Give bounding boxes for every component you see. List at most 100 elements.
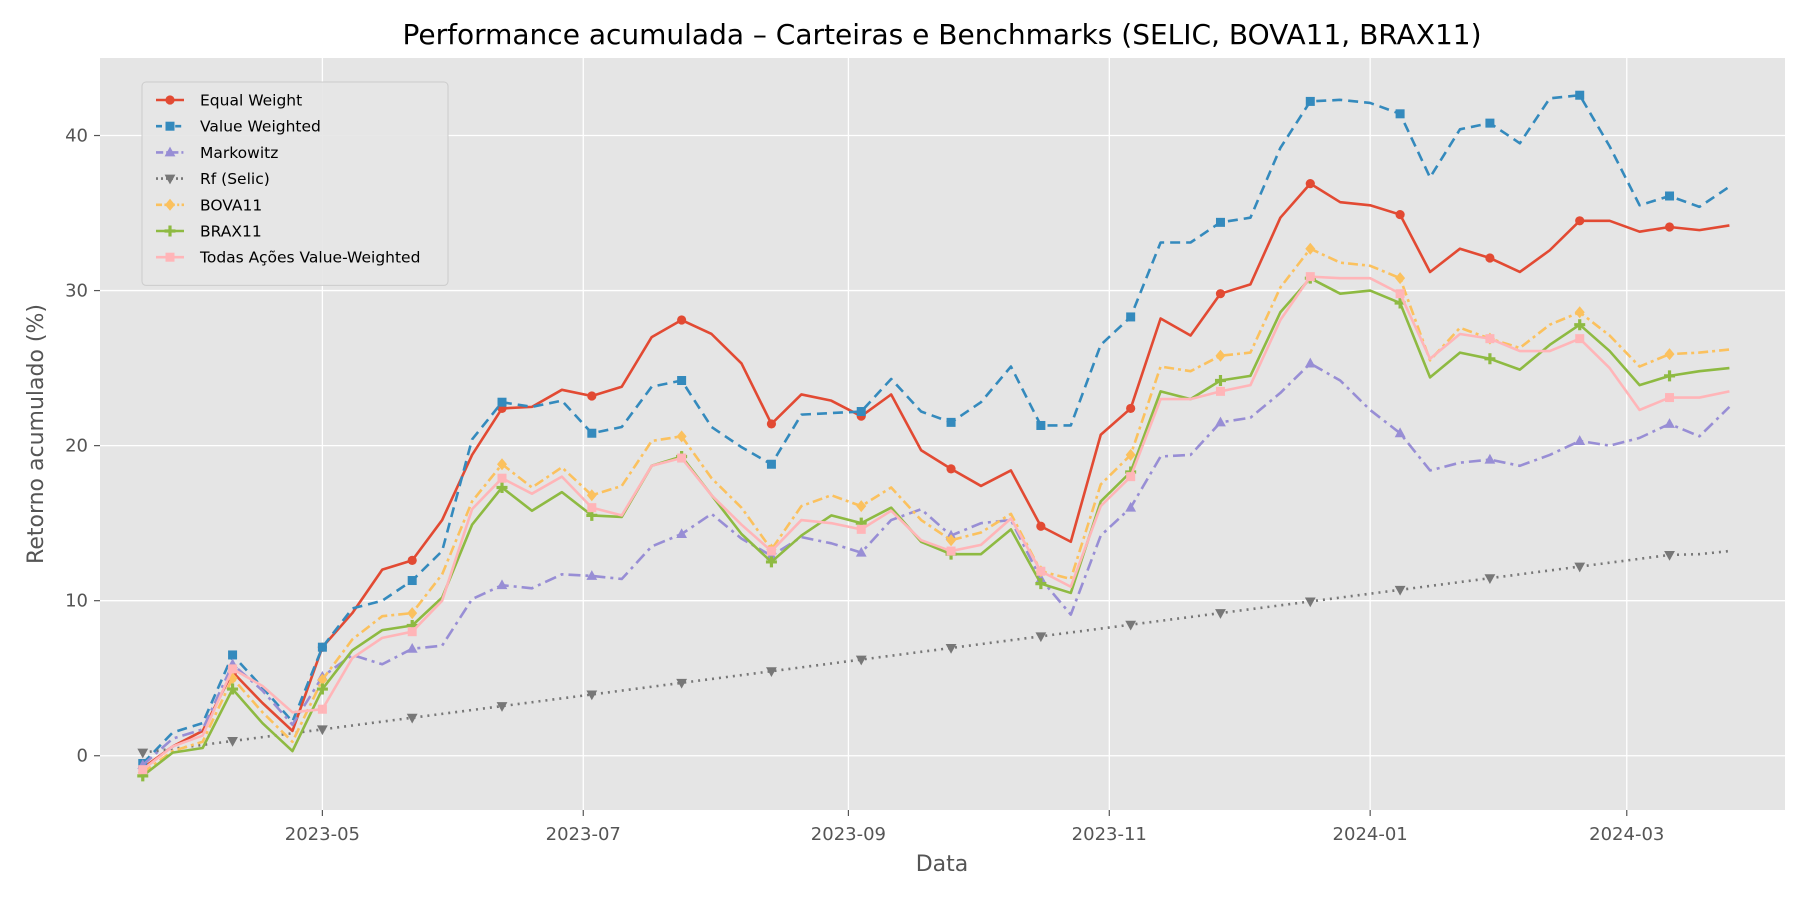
data-point-todas-acoes-value-weighted	[946, 546, 956, 556]
x-axis-ticks: 2023-05 2023-07 2023-09 2023-11 2024-01 2024-…	[285, 810, 1664, 845]
gridlines	[100, 58, 1785, 810]
data-point-bova11	[317, 673, 328, 686]
legend-frame	[141, 81, 449, 286]
data-point-value-weighted	[317, 642, 327, 652]
data-point-markowitz	[1215, 416, 1226, 427]
data-point-equal-weight	[1395, 210, 1405, 220]
data-point-markowitz	[406, 642, 418, 653]
data-point-markowitz	[676, 528, 688, 539]
data-point-markowitz	[1125, 501, 1137, 512]
data-point-brax11	[1484, 353, 1496, 365]
series-layer	[137, 90, 1731, 782]
data-point-equal-weight	[1036, 521, 1046, 531]
data-point-markowitz	[855, 546, 867, 557]
chart-title: Performance acumulada – Carteiras e Benc…	[402, 18, 1481, 51]
data-point-value-weighted	[1665, 191, 1675, 201]
data-point-todas-acoes-value-weighted	[1575, 334, 1585, 344]
data-point-equal-weight	[407, 555, 417, 565]
series-line-markowitz	[141, 362, 1731, 767]
x-tick-label: 2024-01	[1333, 824, 1408, 845]
data-point-equal-weight	[1126, 403, 1136, 414]
legend-item: Markowitz	[156, 144, 278, 162]
data-point-todas-acoes-value-weighted	[138, 765, 148, 775]
data-point-markowitz	[1304, 357, 1316, 368]
y-axis-label: Retorno acumulado (%)	[24, 304, 49, 564]
data-point-value-weighted	[1395, 109, 1405, 119]
series-line-todas-acoes-value-weighted	[141, 275, 1730, 771]
legend-marker	[165, 95, 175, 105]
series-rf-selic	[137, 549, 1730, 759]
data-point-brax11	[1574, 319, 1586, 331]
data-point-value-weighted	[677, 376, 687, 386]
x-axis-label: Data	[916, 852, 969, 877]
data-point-markowitz	[1664, 418, 1675, 428]
data-point-rf-selic	[1394, 585, 1406, 596]
data-point-todas-acoes-value-weighted	[1036, 566, 1046, 576]
legend-label: Equal Weight	[200, 92, 302, 110]
data-point-value-weighted	[228, 650, 238, 660]
data-point-brax11	[316, 683, 328, 695]
y-tick-label: 10	[65, 591, 88, 612]
data-point-equal-weight	[1664, 222, 1675, 232]
legend-item: BRAX11	[156, 223, 262, 241]
legend-item: Value Weighted	[156, 118, 321, 136]
data-point-todas-acoes-value-weighted	[1215, 386, 1225, 396]
legend-label: BRAX11	[200, 223, 262, 241]
series-line-equal-weight	[142, 182, 1730, 770]
legend-label: Markowitz	[200, 144, 278, 162]
data-point-todas-acoes-value-weighted	[1485, 334, 1495, 344]
legend-item: Rf (Selic)	[156, 170, 270, 188]
data-point-markowitz	[1394, 427, 1406, 438]
data-point-value-weighted	[587, 428, 597, 438]
data-point-todas-acoes-value-weighted	[228, 664, 238, 674]
data-point-value-weighted	[407, 576, 417, 586]
data-point-bova11	[1574, 306, 1585, 319]
data-point-value-weighted	[1215, 217, 1225, 227]
data-point-todas-acoes-value-weighted	[766, 546, 776, 556]
data-point-bova11	[497, 458, 508, 471]
legend-marker	[165, 121, 175, 131]
data-point-equal-weight	[1305, 178, 1315, 189]
legend-label: Value Weighted	[200, 118, 321, 136]
data-point-rf-selic	[1035, 632, 1047, 643]
data-point-bova11	[856, 500, 867, 513]
data-point-equal-weight	[1215, 289, 1226, 299]
series-todas-acoes-value-weighted	[138, 272, 1730, 775]
data-point-bova11	[407, 607, 418, 620]
data-point-rf-selic	[855, 655, 867, 666]
data-point-todas-acoes-value-weighted	[1665, 393, 1675, 403]
data-point-equal-weight	[587, 391, 597, 401]
data-point-value-weighted	[1126, 312, 1136, 322]
data-point-rf-selic	[1125, 620, 1137, 631]
data-point-rf-selic	[1304, 597, 1316, 608]
data-point-rf-selic	[137, 748, 149, 759]
data-point-value-weighted	[1575, 90, 1585, 100]
data-point-rf-selic	[227, 737, 238, 747]
data-point-equal-weight	[766, 419, 777, 429]
data-point-todas-acoes-value-weighted	[1126, 472, 1136, 482]
data-point-brax11	[765, 556, 777, 568]
data-point-value-weighted	[1036, 420, 1046, 430]
data-point-equal-weight	[946, 464, 956, 474]
legend-item: BOVA11	[156, 196, 262, 214]
data-point-brax11	[227, 683, 239, 695]
data-point-value-weighted	[946, 417, 956, 427]
data-point-rf-selic	[945, 643, 957, 654]
data-point-bova11	[1395, 272, 1406, 285]
y-axis-ticks: 0 10 20 30 40	[65, 126, 100, 767]
legend-marker	[164, 174, 176, 185]
data-point-bova11	[676, 430, 687, 443]
data-point-rf-selic	[1215, 609, 1226, 619]
legend-item: Todas Ações Value-Weighted	[156, 249, 420, 267]
x-tick-label: 2023-11	[1072, 824, 1147, 845]
data-point-bova11	[1664, 348, 1675, 361]
y-tick-label: 0	[77, 746, 88, 767]
data-point-equal-weight	[677, 315, 687, 325]
legend-marker	[165, 198, 175, 211]
data-point-value-weighted	[766, 459, 776, 469]
legend-marker	[164, 146, 176, 157]
x-tick-label: 2023-05	[285, 824, 360, 845]
x-tick-label: 2023-07	[546, 824, 621, 845]
series-brax11	[137, 272, 1730, 782]
data-point-value-weighted	[856, 407, 866, 417]
